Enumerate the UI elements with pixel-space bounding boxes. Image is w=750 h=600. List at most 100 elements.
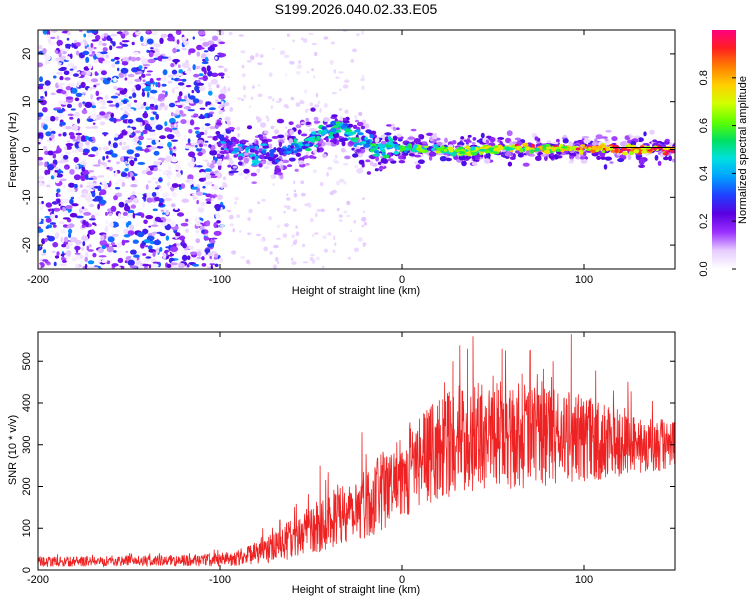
heatmap-noise-cell (187, 109, 195, 112)
heatmap-signal-halo (374, 137, 380, 143)
colorbar-tick-label: 0.4 (698, 166, 710, 181)
heatmap-noise-cell (167, 80, 173, 84)
heatmap-signal-cell (350, 131, 357, 135)
heatmap-noise-cell (209, 239, 216, 244)
heatmap-signal-halo (579, 156, 585, 160)
heatmap-signal-cell (432, 144, 438, 148)
heatmap-noise-cell (182, 250, 189, 256)
heatmap-signal-halo (250, 172, 257, 177)
heatmap-noise-cell (268, 72, 273, 77)
heatmap-signal-halo (415, 164, 421, 170)
heatmap-signal-halo (611, 136, 618, 142)
heatmap-signal-halo (465, 155, 472, 159)
heatmap-signal-cell (318, 129, 323, 135)
heatmap-noise-cell (178, 184, 182, 188)
heatmap-signal-halo (485, 152, 491, 158)
heatmap-signal-cell (582, 146, 588, 149)
heatmap-noise-cell (46, 34, 51, 40)
heatmap-signal-halo (633, 135, 641, 139)
heatmap-noise-cell (109, 143, 114, 147)
heatmap-signal-halo (392, 135, 398, 141)
heatmap-signal-halo (339, 116, 344, 122)
heatmap-noise-cell (197, 206, 204, 209)
heatmap-noise-cell (344, 79, 350, 83)
heatmap-noise-cell (205, 181, 213, 185)
heatmap-noise-cell (38, 83, 46, 87)
heatmap-noise-cell (65, 96, 74, 100)
heatmap-noise-cell (218, 110, 223, 115)
heatmap-signal-halo (502, 148, 506, 153)
heatmap-noise-cell (68, 132, 75, 136)
heatmap-noise-cell (65, 210, 69, 215)
heatmap-noise-cell (290, 257, 294, 261)
heatmap-noise-cell (45, 226, 49, 229)
heatmap-signal-cell (293, 138, 297, 143)
heatmap-signal-halo (232, 165, 238, 169)
heatmap-noise-cell (121, 61, 129, 66)
snr-ytick-label: 400 (21, 394, 33, 412)
heatmap-noise-cell (353, 247, 359, 253)
heatmap-noise-cell (152, 111, 157, 115)
heatmap-noise-cell (58, 113, 65, 119)
heatmap-noise-cell (131, 88, 136, 94)
heatmap-noise-cell (279, 50, 286, 55)
heatmap-signal-halo (365, 129, 372, 134)
heatmap-noise-cell (83, 33, 87, 38)
heatmap-noise-cell (175, 30, 182, 35)
heatmap-noise-cell (312, 259, 316, 264)
heatmap-noise-cell (300, 192, 306, 197)
heatmap-noise-cell (196, 187, 200, 192)
heatmap-noise-cell (148, 51, 154, 58)
heatmap-noise-cell (140, 35, 144, 43)
heatmap-noise-cell (59, 45, 63, 50)
heatmap-noise-cell (63, 70, 70, 76)
heatmap-noise-cell (151, 177, 158, 180)
heatmap-signal-cell (345, 128, 350, 133)
heatmap-signal-halo (630, 140, 637, 146)
heatmap-signal-cell (220, 141, 227, 144)
heatmap-noise-cell (162, 170, 168, 176)
heatmap-noise-cell (115, 170, 118, 177)
heatmap-noise-cell (156, 231, 163, 234)
heatmap-noise-cell (40, 99, 47, 106)
heatmap-noise-cell (75, 92, 83, 97)
heatmap-noise-cell (106, 77, 112, 81)
heatmap-noise-cell (248, 216, 251, 222)
heatmap-noise-cell (91, 136, 95, 141)
heatmap-noise-cell (80, 81, 86, 89)
heatmap-noise-cell (196, 200, 200, 205)
heatmap-noise-cell (282, 233, 288, 239)
heatmap-noise-cell (62, 206, 66, 212)
heatmap-signal-cell (254, 145, 259, 151)
heatmap-noise-cell (286, 197, 291, 201)
heatmap-noise-cell (89, 203, 94, 208)
heatmap-signal-halo (580, 158, 588, 164)
heatmap-signal-halo (305, 151, 309, 156)
heatmap-signal-cell (320, 132, 325, 137)
heatmap-noise-cell (90, 78, 99, 83)
heatmap-noise-cell (171, 69, 178, 75)
heatmap-signal-halo (652, 139, 658, 143)
heatmap-noise-cell (85, 184, 93, 189)
heatmap-signal-halo (595, 134, 603, 140)
heatmap-noise-cell (290, 96, 295, 101)
heatmap-noise-cell (135, 102, 142, 109)
heatmap-noise-cell (167, 181, 171, 187)
heatmap-noise-cell (66, 250, 72, 257)
heatmap-signal-halo (568, 141, 573, 147)
heatmap-signal-halo (562, 138, 569, 144)
heatmap-noise-cell (178, 91, 183, 97)
heatmap-noise-cell (38, 228, 44, 233)
heatmap-noise-cell (67, 83, 76, 87)
heatmap-signal-halo (568, 160, 574, 164)
heatmap-signal-halo (303, 155, 310, 159)
heatmap-signal-halo (313, 149, 317, 154)
heatmap-noise-cell (142, 112, 149, 119)
heatmap-signal-cell (304, 138, 309, 142)
heatmap-noise-cell (56, 198, 61, 204)
heatmap-signal-cell (287, 144, 291, 149)
heatmap-signal-cell (327, 124, 333, 128)
heatmap-noise-cell (106, 166, 110, 170)
heatmap-noise-cell (73, 73, 79, 77)
heatmap-noise-cell (334, 154, 338, 159)
